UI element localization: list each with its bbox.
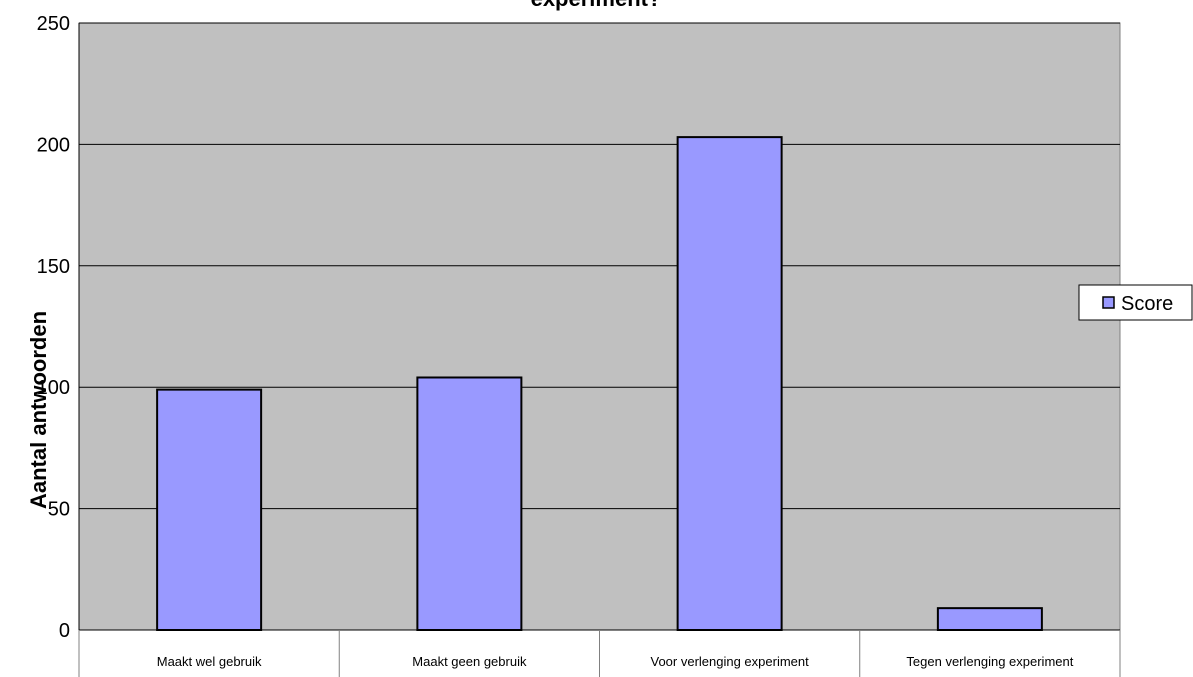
y-tick-label: 250 (37, 13, 70, 35)
bar (156, 388, 263, 631)
legend-label: Score (1121, 293, 1173, 315)
y-tick-label: 50 (48, 499, 70, 521)
category-label: Maakt geen gebruik (412, 654, 527, 669)
bars (156, 136, 1043, 632)
category-label: Maakt wel gebruik (157, 654, 262, 669)
x-axis-categories: Maakt wel gebruik Maakt geen gebruik Voor … (78, 23, 1121, 677)
y-axis-label: Aantal antwoorden (26, 311, 51, 509)
legend-box (1078, 284, 1193, 321)
category-label: Voor verlenging experiment (650, 654, 809, 669)
bar (416, 376, 523, 631)
bar (936, 607, 1043, 632)
legend-swatch (1102, 296, 1115, 309)
category-label: Tegen verlenging experiment (906, 654, 1073, 669)
bar (676, 136, 783, 631)
y-tick-label: 100 (37, 377, 70, 399)
chart-title: experiment? (531, 0, 662, 11)
legend: Score (1078, 284, 1193, 321)
y-tick-label: 150 (37, 256, 70, 278)
y-tick-label: 0 (59, 620, 70, 642)
y-axis-ticks: 0 50 100 150 200 250 (37, 13, 70, 642)
y-tick-label: 200 (37, 134, 70, 156)
